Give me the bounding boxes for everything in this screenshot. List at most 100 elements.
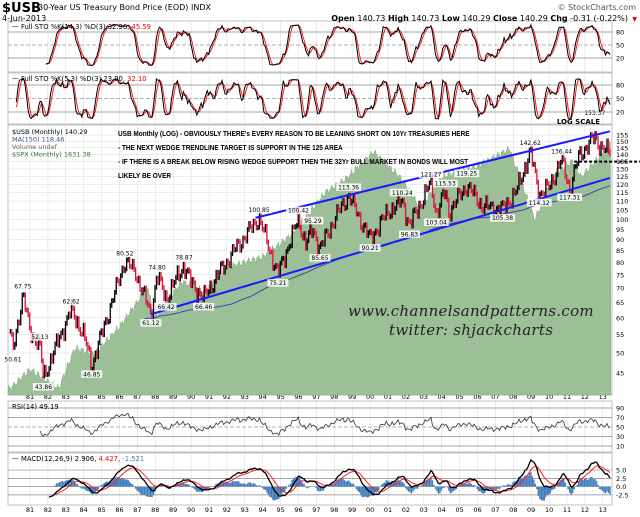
price-annotation: 114.12	[529, 200, 550, 207]
price-annotation: 50.61	[4, 356, 21, 363]
rsi-label-part: RSI(14)	[12, 403, 37, 411]
annotation-bg	[517, 139, 543, 147]
price-annotation: 46.85	[83, 371, 100, 378]
price-annotation: 66.42	[157, 304, 174, 311]
x-tick-label-bottom: 00	[366, 506, 374, 514]
price-annotation: 90.21	[362, 245, 379, 252]
y-tick-label: 100	[616, 216, 628, 224]
brand-logo[interactable]: © StockCharts.com	[557, 3, 636, 12]
annotation-bg	[389, 188, 415, 197]
x-tick-label-bottom: 98	[330, 506, 338, 514]
macd-tick-label: 0.0	[616, 483, 626, 491]
x-tick-label-bottom: 93	[241, 506, 249, 514]
rsi-tick-label: 30	[616, 433, 624, 441]
annotation-line-2: - THE NEXT WEDGE TRENDLINE TARGET IS SUP…	[118, 143, 343, 152]
y-tick-label: 50	[616, 349, 624, 357]
macd-label: — MACD(12,26,9) 2.906, 4.427, -1.521	[12, 455, 144, 463]
x-tick-label-bottom: 01	[384, 506, 392, 514]
ohlc-readout: Open 140.73 High 140.73 Low 140.29 Close…	[331, 14, 637, 23]
y-tick-label: 95	[616, 226, 624, 234]
annotation-bg	[267, 279, 289, 287]
sto2-tick-label: 20	[616, 109, 624, 117]
price-annotation: 117.31	[559, 195, 580, 202]
sto1-tick-label: 20	[616, 54, 624, 62]
price-annotation: 66.46	[195, 304, 212, 311]
rsi-line	[39, 413, 611, 438]
x-tick-label-bottom: 84	[80, 506, 88, 514]
price-annotation: 96.83	[401, 231, 418, 238]
y-tick-label: 85	[616, 247, 624, 255]
y-tick-label: 125	[616, 173, 628, 181]
x-tick-label-top: 04	[438, 393, 446, 401]
y-tick-label: 65	[616, 299, 624, 307]
x-tick-label-bottom: 07	[491, 506, 499, 514]
annotation-bg	[60, 297, 82, 306]
panel-rsi	[7, 400, 613, 453]
annotation-bg	[526, 198, 552, 207]
x-tick-label-top: 09	[527, 393, 535, 401]
price-annotation: 80.52	[116, 250, 133, 257]
annotation-bg	[359, 244, 381, 252]
price-annotation: 95.29	[304, 218, 321, 225]
macd-tick-label: 2.5	[616, 475, 626, 483]
x-tick-label-bottom: 89	[169, 506, 177, 514]
annotation-bg	[336, 183, 362, 191]
x-tick-label-bottom: 92	[223, 506, 231, 514]
legend-item: Volume undef	[12, 143, 58, 151]
x-tick-label-bottom: 03	[420, 506, 428, 514]
rsi-label-part: 49.19	[37, 403, 59, 411]
y-tick-label: 90	[616, 236, 624, 244]
rsi-tick-label: 10	[616, 443, 624, 451]
annotation-bg	[12, 282, 34, 291]
x-tick-label-top: 95	[276, 393, 284, 401]
sto2-k-line	[15, 77, 611, 120]
watermark-website: www.channelsandpatterns.com	[348, 302, 594, 320]
price-annotation: 75.21	[269, 280, 286, 287]
annotation-bg	[398, 230, 420, 238]
x-tick-label-top: 99	[348, 393, 356, 401]
y-tick-label: 115	[616, 189, 628, 197]
x-tick-label-bottom: 04	[438, 506, 446, 514]
open-value: 140.73	[357, 14, 386, 23]
price-annotation: 78.87	[175, 254, 192, 261]
rsi-tick-label: 50	[616, 424, 624, 432]
chart-date: 4-Jun-2013	[2, 14, 47, 23]
price-annotation: 105.38	[492, 215, 513, 222]
x-tick-label-bottom: 96	[294, 506, 302, 514]
x-tick-label-bottom: 88	[151, 506, 159, 514]
annotation-bg	[173, 253, 195, 261]
x-tick-label-top: 90	[187, 393, 195, 401]
sto2-label-part: 23.90,	[101, 75, 125, 83]
x-tick-label-top: 93	[241, 393, 249, 401]
y-tick-label: 80	[616, 259, 624, 267]
x-tick-label-bottom: 85	[97, 506, 105, 514]
x-tick-label-bottom: 81	[26, 506, 34, 514]
y-tick-label: 45	[616, 370, 624, 378]
macd-tick-label: 5.0	[616, 467, 626, 475]
annotation-bg	[286, 206, 311, 215]
x-tick-label-bottom: 11	[563, 506, 571, 514]
high-value: 140.73	[411, 14, 440, 23]
sto2-label: — Full STO %K(5,3) %D(3) 23.90, 32.10	[12, 75, 147, 83]
low-value: 140.29	[462, 14, 491, 23]
x-tick-label-bottom: 91	[205, 506, 213, 514]
sto1-tick-label: 50	[616, 41, 624, 49]
annotation-line-1: USB Monthly (LOG) - OBVIOUSLY THERE's EV…	[118, 129, 470, 138]
x-tick-label-bottom: 95	[276, 506, 284, 514]
close-label: Close	[492, 14, 518, 23]
chg-value: -0.31 (-0.22%)	[570, 14, 628, 23]
x-tick-label-top: 07	[491, 393, 499, 401]
open-label: Open	[331, 14, 355, 23]
price-annotation: 74.80	[148, 264, 165, 271]
price-annotation: 62.62	[63, 299, 80, 306]
rsi-label: RSI(14) 49.19	[12, 403, 59, 411]
x-tick-label-bottom: 83	[62, 506, 70, 514]
price-annotation: 115.53	[435, 181, 456, 188]
x-tick-label-top: 08	[509, 393, 517, 401]
sto2-label-part: — Full STO %K(5,3) %D(3)	[12, 75, 102, 83]
annotation-bg	[2, 355, 24, 363]
sto1-tick-label: 80	[616, 29, 624, 37]
y-tick-label: 145	[616, 144, 628, 152]
x-tick-label-top: 82	[44, 393, 52, 401]
annotation-bg	[557, 193, 583, 202]
